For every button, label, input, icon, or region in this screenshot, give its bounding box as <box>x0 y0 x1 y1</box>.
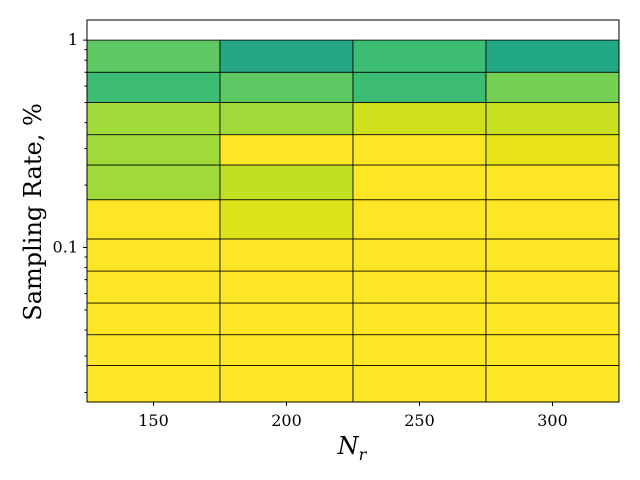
heatmap-cell <box>352 134 487 166</box>
heatmap-cell <box>219 164 354 201</box>
heatmap-cell <box>86 199 221 240</box>
x-tick-label: 200 <box>271 411 302 430</box>
x-tick-label: 300 <box>537 411 568 430</box>
heatmap-cell <box>485 71 620 103</box>
heatmap-cell <box>352 270 487 304</box>
heatmap-cell <box>352 199 487 240</box>
heatmap-cell <box>485 39 620 73</box>
heatmap-cell <box>485 102 620 136</box>
heatmap-cell <box>86 164 221 201</box>
heatmap-cell <box>86 365 221 403</box>
heatmap-cell <box>352 102 487 136</box>
heatmap-cell <box>352 365 487 403</box>
heatmap-cell <box>86 134 221 166</box>
heatmap-cell <box>485 365 620 403</box>
heatmap-cell <box>485 199 620 240</box>
y-ticks: 0.11 <box>53 30 87 394</box>
heatmap-cell <box>352 302 487 336</box>
heatmap-cell <box>219 199 354 240</box>
heatmap-cell <box>219 270 354 304</box>
heatmap-cell <box>86 270 221 304</box>
heatmap-cell <box>485 270 620 304</box>
heatmap-cell <box>219 102 354 136</box>
y-tick-label: 0.1 <box>53 238 78 257</box>
heatmap-cell <box>219 71 354 103</box>
heatmap-cell <box>86 39 221 73</box>
heatmap-cell <box>352 39 487 73</box>
x-tick-label: 250 <box>404 411 435 430</box>
heatmap-cell <box>352 71 487 103</box>
heatmap-cell <box>219 365 354 403</box>
y-axis-label: Sampling Rate, % <box>19 103 47 321</box>
heatmap-cell <box>485 334 620 366</box>
heatmap-cell <box>485 134 620 166</box>
heatmap-cell <box>86 334 221 366</box>
heatmap-cell <box>219 302 354 336</box>
heatmap-cell <box>485 302 620 336</box>
heatmap-cell <box>352 238 487 272</box>
heatmap-cell <box>86 302 221 336</box>
x-axis-label: Nr <box>337 432 368 464</box>
heatmap-cell <box>219 334 354 366</box>
heatmap-cell <box>219 238 354 272</box>
heatmap-cell <box>86 102 221 136</box>
heatmap-cell <box>219 39 354 73</box>
heatmap-cell <box>485 164 620 201</box>
x-ticks: 150 200 250 300 <box>138 402 568 430</box>
heatmap-cell <box>485 238 620 272</box>
heatmap-cell <box>352 334 487 366</box>
x-tick-label: 150 <box>138 411 169 430</box>
y-tick-label: 1 <box>68 30 78 49</box>
heatmap-cells <box>86 39 620 403</box>
heatmap-cell <box>86 71 221 103</box>
heatmap-cell <box>352 164 487 201</box>
heatmap-cell <box>219 134 354 166</box>
plot-frame <box>86 19 620 403</box>
heatmap-cell <box>86 238 221 272</box>
